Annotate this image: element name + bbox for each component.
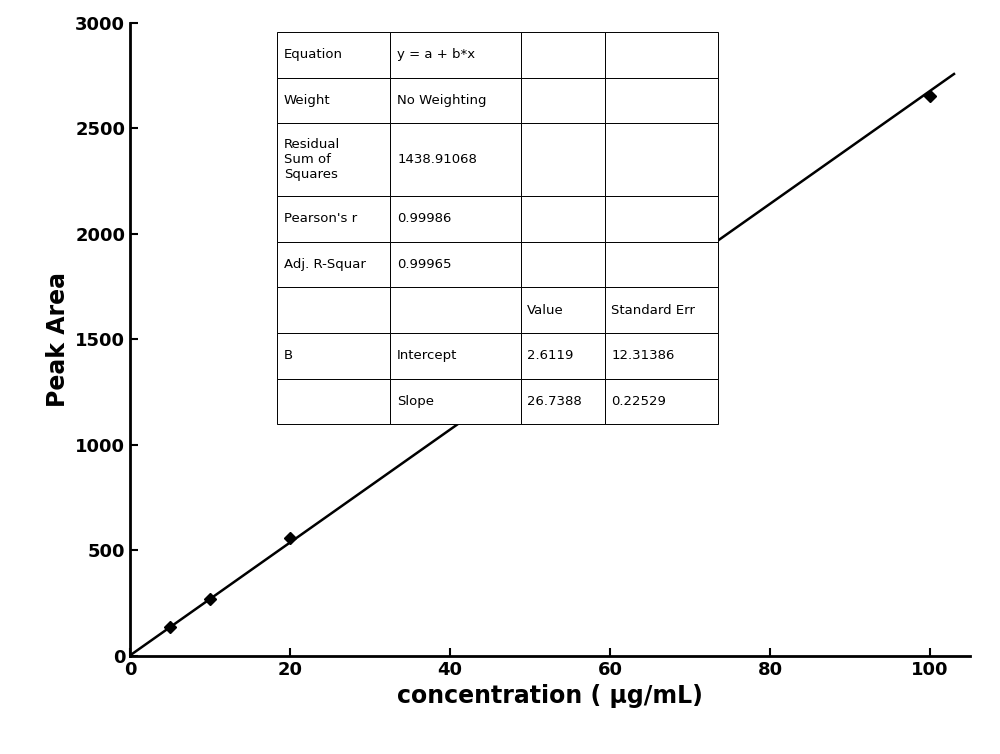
- FancyBboxPatch shape: [521, 32, 605, 78]
- FancyBboxPatch shape: [521, 78, 605, 124]
- Text: Adj. R-Squar: Adj. R-Squar: [284, 258, 366, 271]
- Text: Slope: Slope: [397, 395, 434, 408]
- Text: 0.22529: 0.22529: [611, 395, 666, 408]
- FancyBboxPatch shape: [277, 333, 390, 379]
- Text: Intercept: Intercept: [397, 349, 457, 362]
- Text: 1438.91068: 1438.91068: [397, 153, 477, 166]
- FancyBboxPatch shape: [390, 32, 521, 78]
- Text: Value: Value: [527, 304, 564, 317]
- FancyBboxPatch shape: [390, 124, 521, 196]
- FancyBboxPatch shape: [605, 287, 718, 333]
- FancyBboxPatch shape: [390, 242, 521, 287]
- FancyBboxPatch shape: [605, 242, 718, 287]
- Text: Equation: Equation: [284, 48, 343, 61]
- FancyBboxPatch shape: [390, 379, 521, 425]
- FancyBboxPatch shape: [390, 196, 521, 242]
- Text: 2.6119: 2.6119: [527, 349, 574, 362]
- FancyBboxPatch shape: [521, 196, 605, 242]
- FancyBboxPatch shape: [277, 242, 390, 287]
- FancyBboxPatch shape: [277, 196, 390, 242]
- FancyBboxPatch shape: [605, 124, 718, 196]
- FancyBboxPatch shape: [277, 124, 390, 196]
- Text: Pearson's r: Pearson's r: [284, 213, 357, 225]
- Text: Standard Err: Standard Err: [611, 304, 695, 317]
- FancyBboxPatch shape: [521, 124, 605, 196]
- FancyBboxPatch shape: [277, 379, 390, 425]
- FancyBboxPatch shape: [521, 333, 605, 379]
- Text: 0.99965: 0.99965: [397, 258, 452, 271]
- FancyBboxPatch shape: [605, 32, 718, 78]
- FancyBboxPatch shape: [521, 242, 605, 287]
- FancyBboxPatch shape: [605, 78, 718, 124]
- Text: 26.7388: 26.7388: [527, 395, 582, 408]
- FancyBboxPatch shape: [277, 287, 390, 333]
- FancyBboxPatch shape: [521, 287, 605, 333]
- Y-axis label: Peak Area: Peak Area: [46, 271, 70, 407]
- FancyBboxPatch shape: [390, 78, 521, 124]
- FancyBboxPatch shape: [605, 196, 718, 242]
- X-axis label: concentration ( μg/mL): concentration ( μg/mL): [397, 685, 703, 709]
- Text: 0.99986: 0.99986: [397, 213, 451, 225]
- FancyBboxPatch shape: [605, 379, 718, 425]
- Text: y = a + b*x: y = a + b*x: [397, 48, 475, 61]
- Text: 12.31386: 12.31386: [611, 349, 675, 362]
- FancyBboxPatch shape: [390, 333, 521, 379]
- Text: No Weighting: No Weighting: [397, 94, 487, 107]
- FancyBboxPatch shape: [277, 32, 390, 78]
- FancyBboxPatch shape: [521, 379, 605, 425]
- Text: B: B: [284, 349, 293, 362]
- Text: Residual
Sum of
Squares: Residual Sum of Squares: [284, 138, 340, 181]
- FancyBboxPatch shape: [390, 287, 521, 333]
- Text: Weight: Weight: [284, 94, 330, 107]
- FancyBboxPatch shape: [277, 78, 390, 124]
- FancyBboxPatch shape: [605, 333, 718, 379]
